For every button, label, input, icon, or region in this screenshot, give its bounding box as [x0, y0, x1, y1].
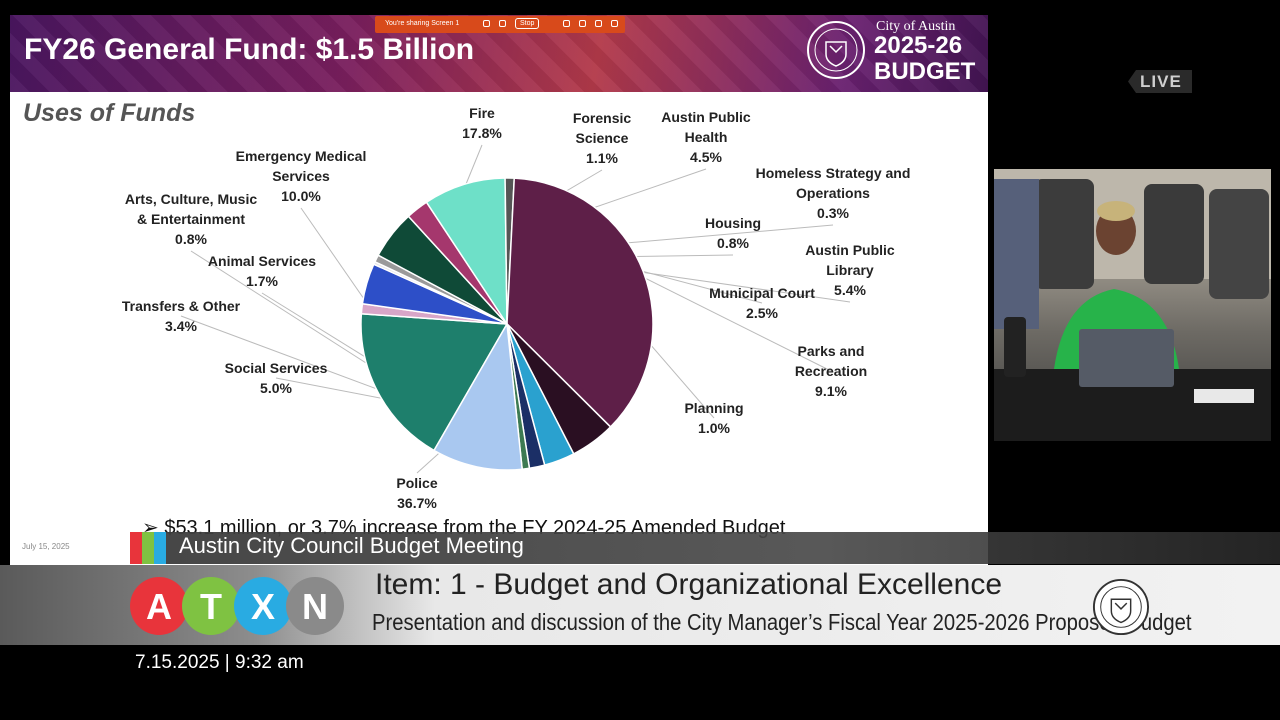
broadcast-datetime: 7.15.2025 | 9:32 am [135, 652, 304, 673]
pie-label: Planning 1.0% [684, 400, 744, 436]
svg-text:A: A [146, 586, 172, 627]
pie-slice-police [506, 177, 654, 429]
pie-label: Homeless Strategy and Operations 0.3% [755, 165, 911, 221]
pie-label: Austin Public Library 5.4% [805, 242, 895, 298]
pie-label: Animal Services 1.7% [207, 253, 317, 289]
slide-title: FY26 General Fund: $1.5 Billion [24, 33, 475, 66]
agenda-item-description: Presentation and discussion of the City … [372, 609, 1192, 635]
svg-text:T: T [200, 586, 222, 627]
slide-footer-date: July 15, 2025 [22, 542, 70, 551]
uses-of-funds-pie-chart [180, 144, 851, 474]
pie-label: Social Services 5.0% [224, 360, 328, 396]
svg-text:N: N [302, 586, 328, 627]
atxn-logo-letter: T [182, 577, 240, 635]
pie-slice-fire [360, 312, 509, 452]
chart-subtitle: Uses of Funds [23, 99, 196, 127]
pie-label: Fire 17.8% [462, 105, 502, 141]
svg-text:X: X [251, 586, 275, 627]
presentation-slide: FY26 General Fund: $1.5 Billion City of … [10, 15, 988, 565]
pie-label: Transfers & Other 3.4% [121, 298, 241, 334]
brand-city-name: City of Austin [876, 19, 956, 34]
live-badge: LIVE [1128, 70, 1192, 93]
pie-slice-parks-and-recreation [425, 177, 508, 327]
meeting-title: Austin City Council Budget Meeting [179, 533, 524, 558]
zoom-icon[interactable] [483, 20, 490, 27]
pie-label: Police 36.7% [396, 475, 438, 511]
share-status-text: You're sharing Screen 1 [385, 20, 460, 27]
brand-budget: BUDGET [874, 58, 976, 85]
speaker-camera-feed [994, 169, 1271, 441]
stop-sharing-button[interactable]: Stop [515, 18, 540, 29]
pie-label: Housing 0.8% [705, 215, 761, 251]
end-icon[interactable] [611, 20, 618, 27]
chat-icon[interactable] [579, 20, 586, 27]
live-badge-text: LIVE [1140, 72, 1182, 91]
pie-label: Municipal Court 2.5% [709, 285, 815, 321]
pie-label: Austin Public Health 4.5% [661, 109, 751, 165]
pie-label: Parks and Recreation 9.1% [794, 343, 868, 399]
city-seal-icon [807, 21, 865, 79]
pie-slice-emergency-medical-services [432, 321, 523, 471]
brand-year: 2025-26 [874, 32, 963, 59]
atxn-logo-letter: X [234, 577, 292, 635]
screen-share-toolbar[interactable]: You're sharing Screen 1 Stop [375, 16, 625, 33]
pause-icon[interactable] [499, 20, 506, 27]
atxn-logo-letter: A [130, 577, 188, 635]
annotate-icon[interactable] [563, 20, 570, 27]
pie-label: Arts, Culture, Music & Entertainment 0.8% [124, 191, 258, 247]
meeting-title-strip [130, 532, 1280, 564]
camera-scene-image [994, 169, 1271, 441]
more-icon[interactable] [595, 20, 602, 27]
pie-label: Emergency Medical Services 10.0% [235, 148, 367, 204]
atxn-logo-letter: N [286, 577, 344, 635]
slide-header: FY26 General Fund: $1.5 Billion City of … [10, 15, 988, 92]
agenda-item-title: Item: 1 - Budget and Organizational Exce… [375, 568, 1003, 601]
pie-label: Forensic Science 1.1% [572, 110, 632, 166]
city-seal-icon [1092, 578, 1150, 636]
atxn-color-bars-icon [130, 532, 166, 564]
